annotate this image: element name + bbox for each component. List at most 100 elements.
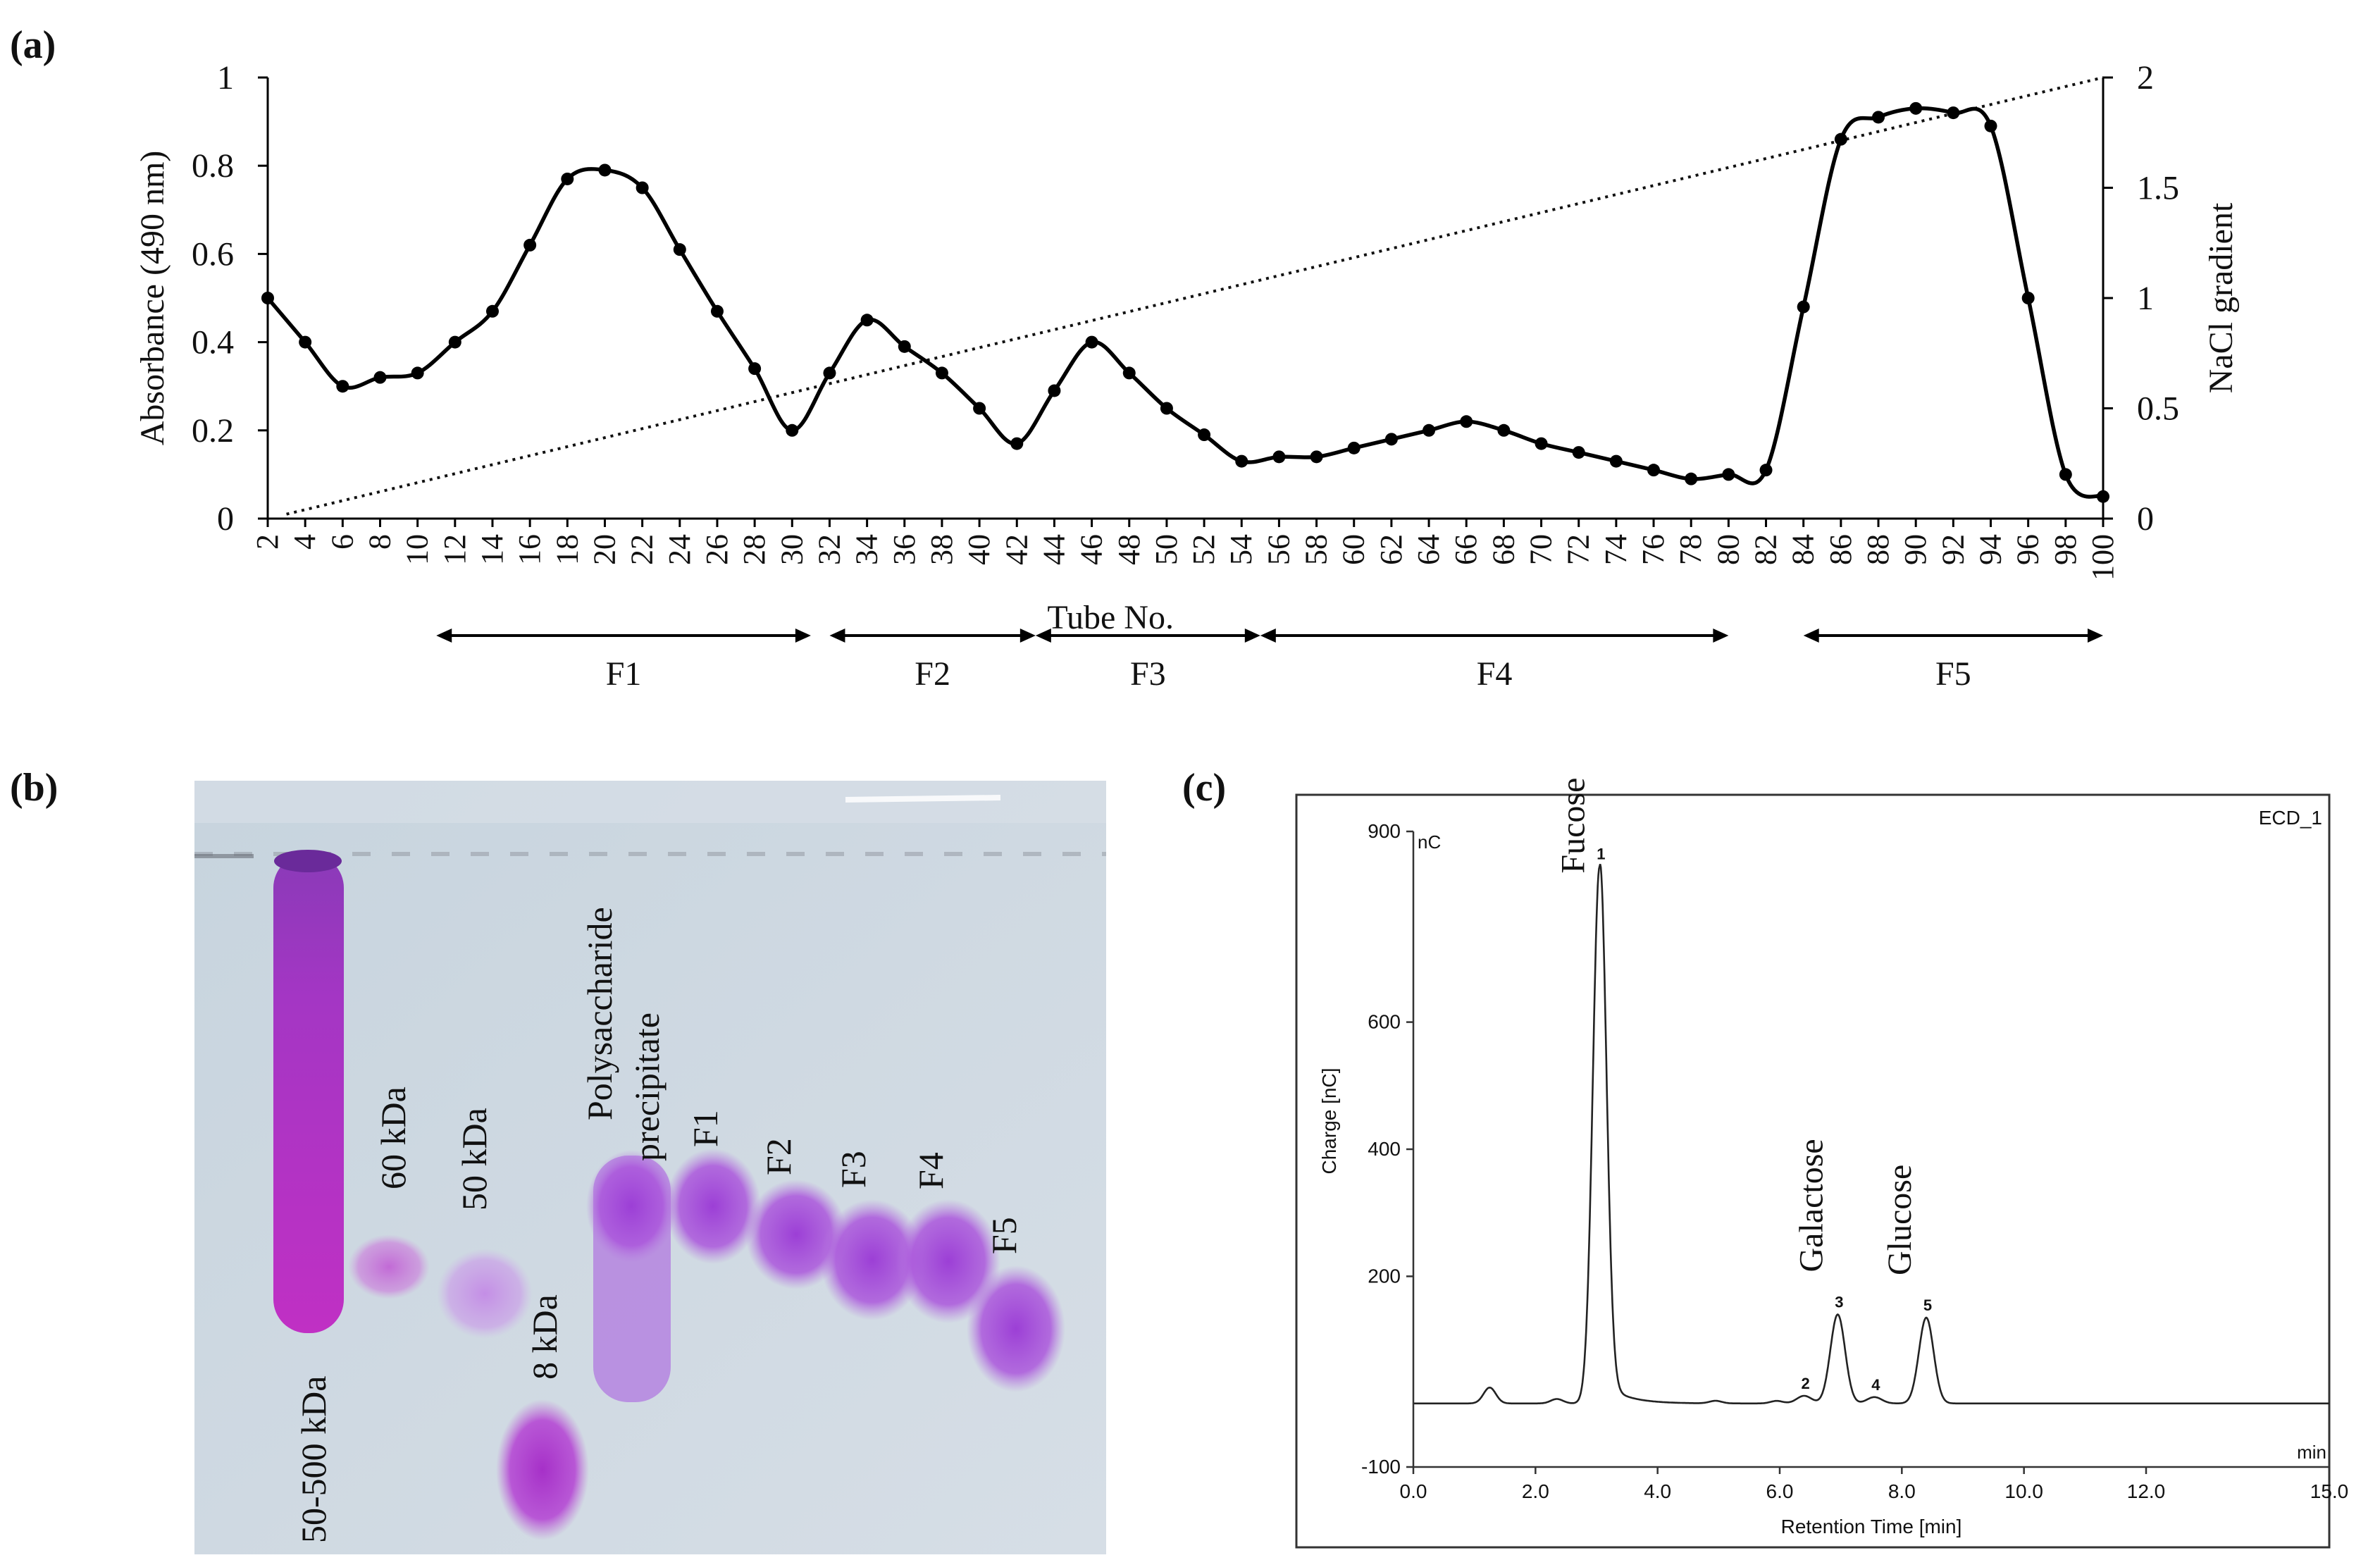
x-tick-label: 46 — [1074, 534, 1109, 565]
c-x-tick-label: 10.0 — [2004, 1480, 2043, 1502]
x-tick-label: 2 — [250, 534, 285, 550]
data-point — [2021, 292, 2035, 304]
data-point — [823, 366, 836, 380]
band-f4 — [896, 1199, 1000, 1323]
data-point — [786, 423, 799, 437]
x-tick-label: 44 — [1036, 534, 1071, 565]
y2-tick-label: 2 — [2137, 59, 2154, 97]
fraction-label: F4 — [1477, 655, 1513, 693]
arrowhead-right — [2088, 629, 2103, 643]
x-unit-label: min — [2297, 1442, 2326, 1463]
lane-label-f4: F4 — [911, 1152, 950, 1189]
x-tick-label: 78 — [1673, 534, 1708, 565]
data-point — [1235, 454, 1248, 468]
data-point — [448, 335, 461, 349]
x-tick-label: 66 — [1449, 534, 1483, 565]
data-point — [1497, 423, 1511, 437]
arrowhead-right — [1244, 629, 1260, 643]
fraction-label: F1 — [606, 655, 642, 693]
data-point — [1909, 101, 1923, 115]
c-x-tick-label: 0.0 — [1400, 1480, 1427, 1502]
x-tick-label: 36 — [887, 534, 922, 565]
data-point — [1048, 384, 1061, 397]
data-point — [411, 366, 424, 380]
data-point — [1272, 450, 1286, 464]
lane-label-precipitate: precipitate — [627, 1013, 667, 1161]
x-tick-label: 98 — [2048, 534, 2083, 565]
data-point — [898, 340, 911, 353]
peak-number: 5 — [1923, 1296, 1932, 1314]
data-point — [1609, 454, 1623, 468]
x-tick-label: 100 — [2085, 534, 2120, 581]
arrowhead-right — [1019, 629, 1036, 643]
x-tick-label: 22 — [625, 534, 659, 565]
x-axis-label: Tube No. — [1047, 599, 1174, 636]
ladder-well-top — [274, 850, 342, 872]
x-tick-label: 88 — [1861, 534, 1895, 565]
data-point — [598, 163, 612, 177]
y-axis-label: Absorbance (490 nm) — [134, 151, 171, 446]
gel-glare — [845, 795, 1001, 803]
x-tick-label: 74 — [1599, 534, 1633, 565]
c-x-tick-label: 15.0 — [2310, 1480, 2349, 1502]
data-point — [1872, 111, 1885, 124]
gel-photo: 50-500 kDa 60 kDa 50 kDa 8 kDa Polysacch… — [194, 781, 1106, 1554]
lane-label-f2: F2 — [759, 1138, 798, 1175]
x-tick-label: 42 — [999, 534, 1034, 565]
y-unit-label: nC — [1418, 831, 1441, 853]
peak-names: Fucose Galactose Glucose — [1554, 778, 1919, 1275]
peak-name: Glucose — [1881, 1165, 1919, 1275]
x-tick-label: 18 — [550, 534, 584, 565]
x-tick-label: 16 — [512, 534, 547, 565]
panel-label-a: (a) — [10, 23, 56, 67]
nacl-gradient-line — [286, 76, 2104, 516]
x-tick-label: 90 — [1898, 534, 1933, 565]
data-point — [1460, 415, 1473, 428]
x-tick-label: 14 — [475, 534, 509, 565]
x-tick-label: 56 — [1261, 534, 1296, 565]
arrowhead-left — [1260, 629, 1276, 643]
x-tick-label: 70 — [1524, 534, 1558, 565]
x-tick-label: 34 — [850, 534, 884, 565]
band-60kda — [348, 1234, 430, 1299]
band-f3 — [820, 1199, 924, 1320]
data-point — [1984, 119, 1997, 132]
data-point — [1834, 132, 1847, 146]
data-point — [1160, 402, 1173, 415]
c-x-tick-label: 4.0 — [1644, 1480, 1671, 1502]
data-point — [1122, 366, 1136, 380]
chromatogram-trace — [1413, 864, 2329, 1405]
c-x-tick-label: 6.0 — [1766, 1480, 1794, 1502]
data-point — [1085, 335, 1098, 349]
y-tick-label: 0.2 — [192, 412, 234, 450]
chromatogram-frame — [1295, 793, 2331, 1549]
fraction-f1: F1 — [436, 629, 811, 693]
lane-label-polysaccharide: Polysaccharide — [580, 907, 619, 1120]
x-tick-label: 12 — [438, 534, 472, 565]
x-tick-label: 24 — [662, 534, 697, 565]
lane-label-f1: F1 — [686, 1110, 725, 1147]
lane-label-8kda: 8 kDa — [525, 1294, 564, 1380]
panel-label-b: (b) — [10, 766, 58, 810]
data-point — [710, 304, 724, 318]
lane-label-60kda: 60 kDa — [373, 1087, 413, 1189]
data-point — [2059, 468, 2072, 481]
data-point — [1310, 450, 1323, 464]
data-point — [1535, 437, 1548, 450]
band-f1 — [665, 1149, 761, 1264]
data-point — [1198, 428, 1211, 442]
fraction-f2: F2 — [829, 629, 1036, 693]
c-x-tick-label: 8.0 — [1888, 1480, 1916, 1502]
c-y-tick-label: 600 — [1368, 1011, 1401, 1033]
fraction-label: F3 — [1130, 655, 1166, 693]
data-point — [1647, 464, 1661, 477]
fraction-ranges: F1 F2 F3 F4 F5 — [436, 629, 2103, 693]
x-tick-label: 32 — [812, 534, 846, 565]
x-tick-label: 72 — [1561, 534, 1596, 565]
c-y-tick-label: -100 — [1361, 1456, 1401, 1478]
data-point — [935, 366, 948, 380]
data-point — [973, 402, 986, 415]
x-tick-label: 92 — [1935, 534, 1970, 565]
data-point — [299, 335, 312, 349]
